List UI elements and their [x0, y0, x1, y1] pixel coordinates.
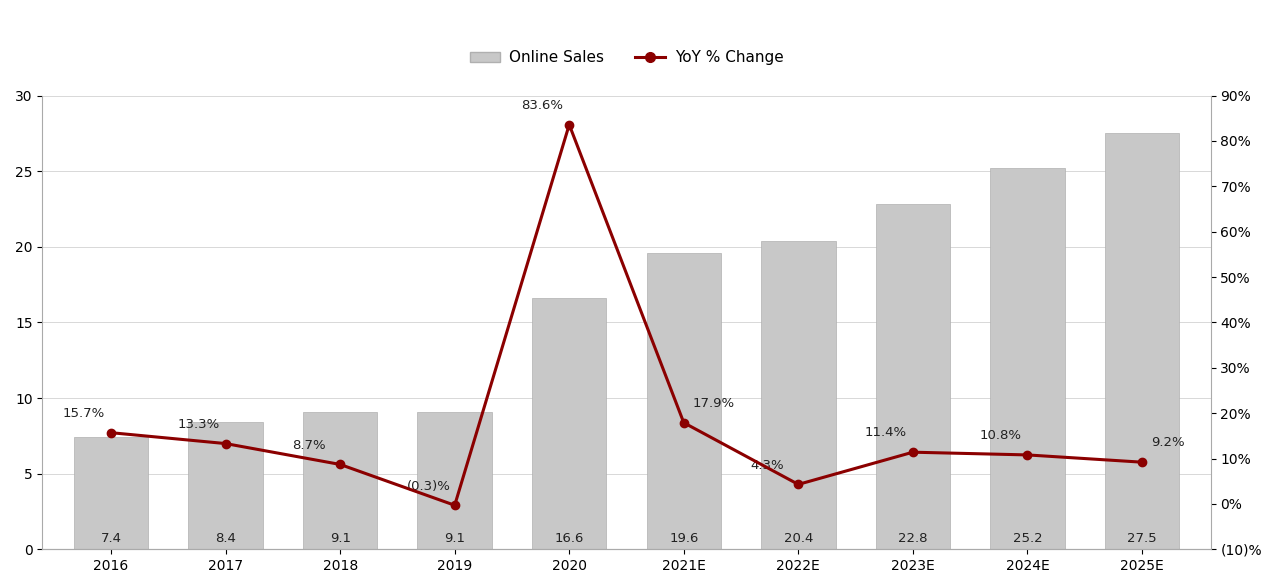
Text: 11.4%: 11.4%	[865, 426, 907, 439]
Bar	[1105, 133, 1179, 549]
Text: 8.7%: 8.7%	[292, 439, 326, 452]
Text: (0.3)%: (0.3)%	[406, 480, 451, 493]
Text: 22.8: 22.8	[898, 533, 927, 546]
Text: 27.5: 27.5	[1128, 533, 1157, 546]
Text: 17.9%: 17.9%	[693, 397, 736, 410]
Text: 9.2%: 9.2%	[1151, 436, 1185, 449]
Text: 4.3%: 4.3%	[750, 459, 784, 472]
Text: 9.1: 9.1	[444, 533, 465, 546]
Text: 20.4: 20.4	[784, 533, 813, 546]
Text: 25.2: 25.2	[1013, 533, 1042, 546]
Bar	[189, 422, 263, 549]
Text: 15.7%: 15.7%	[63, 407, 105, 420]
Text: 19.6: 19.6	[669, 533, 699, 546]
Text: 10.8%: 10.8%	[979, 429, 1022, 442]
Bar	[876, 205, 950, 549]
Text: 8.4: 8.4	[215, 533, 236, 546]
Bar	[418, 412, 492, 549]
Text: 13.3%: 13.3%	[178, 418, 220, 431]
Text: 16.6: 16.6	[554, 533, 584, 546]
Text: 7.4: 7.4	[101, 533, 121, 546]
Bar	[990, 168, 1065, 549]
Bar	[533, 298, 607, 549]
Bar	[646, 253, 722, 549]
Bar	[761, 241, 835, 549]
Text: 83.6%: 83.6%	[521, 99, 563, 112]
Bar	[303, 412, 378, 549]
Legend: Online Sales, YoY % Change: Online Sales, YoY % Change	[464, 44, 789, 72]
Text: 9.1: 9.1	[329, 533, 351, 546]
Bar	[74, 437, 148, 549]
